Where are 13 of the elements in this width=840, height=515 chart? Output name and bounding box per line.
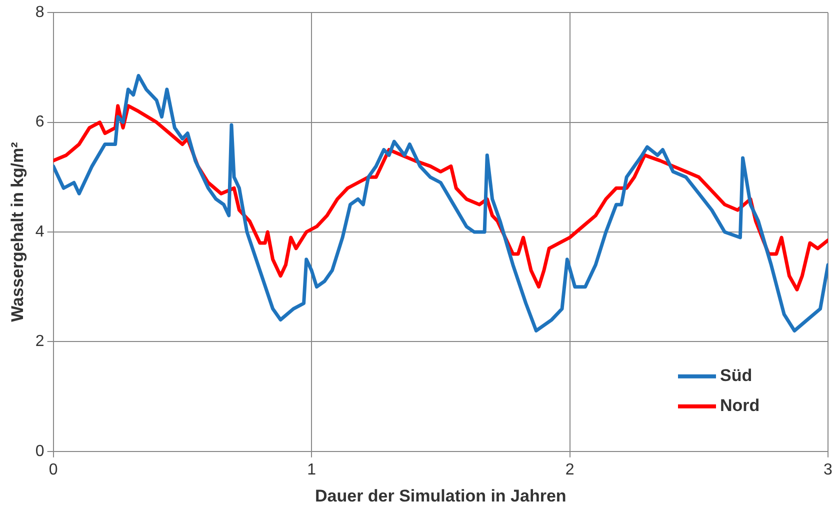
x-tick-label: 3 xyxy=(824,461,833,478)
legend-label: Süd xyxy=(720,366,752,386)
y-tick-label: 6 xyxy=(35,114,44,131)
y-tick-label: 4 xyxy=(35,223,44,240)
y-tick-label: 8 xyxy=(35,4,44,22)
y-tick-label: 2 xyxy=(35,333,44,350)
x-tick-label: 2 xyxy=(565,461,574,478)
legend-label: Nord xyxy=(720,396,760,416)
x-tick-label: 0 xyxy=(48,461,58,478)
y-axis-title: Wassergehalt in kg/m² xyxy=(8,142,27,322)
y-tick-label: 0 xyxy=(35,442,44,460)
x-tick-label: 1 xyxy=(307,461,316,478)
x-axis-title: Dauer der Simulation in Jahren xyxy=(315,486,566,506)
